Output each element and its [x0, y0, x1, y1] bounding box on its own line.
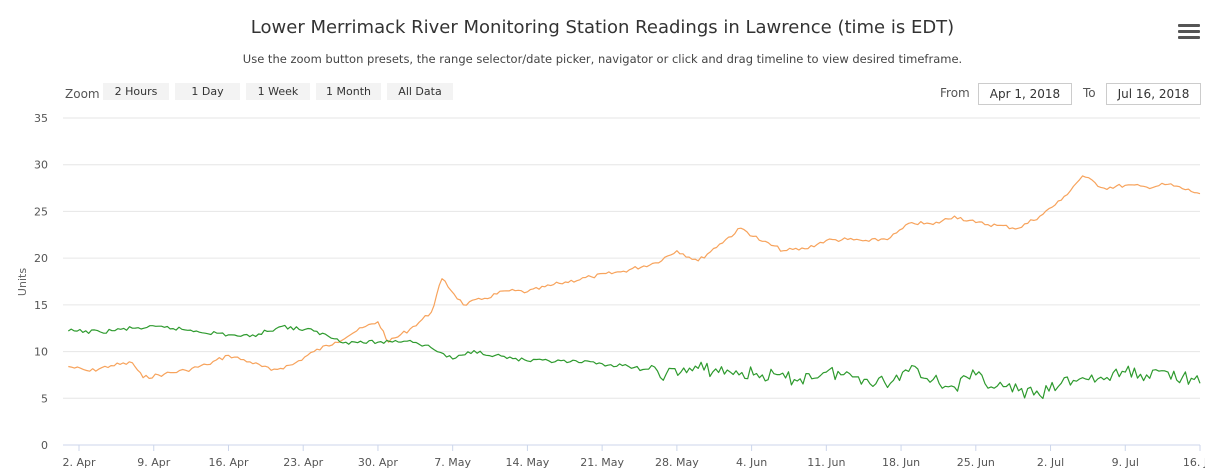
zoom-2-hours-button[interactable]: 2 Hours	[103, 83, 169, 100]
chart-subtitle: Use the zoom button presets, the range s…	[242, 52, 963, 66]
x-tick-label: 9. Apr	[137, 456, 170, 469]
y-tick-label: 5	[41, 392, 48, 405]
series-line-2	[67, 324, 1201, 400]
y-tick-label: 0	[41, 439, 48, 452]
y-tick-label: 10	[34, 346, 48, 359]
y-tick-label: 15	[34, 299, 48, 312]
x-tick-label: 30. Apr	[358, 456, 398, 469]
x-tick-label: 25. Jun	[957, 456, 995, 469]
chart-title: Lower Merrimack River Monitoring Station…	[250, 17, 955, 38]
x-tick-label: 2. Jul	[1037, 456, 1064, 469]
x-tick-label: 9. Jul	[1112, 456, 1139, 469]
zoom-all-data-button[interactable]: All Data	[387, 83, 453, 100]
from-date-input[interactable]: Apr 1, 2018	[978, 83, 1072, 105]
y-tick-label: 35	[34, 112, 48, 125]
x-tick-label: 7. May	[434, 456, 471, 469]
y-tick-label: 25	[34, 205, 48, 218]
x-tick-label: 16. Jul	[1183, 456, 1205, 469]
x-tick-label: 11. Jun	[807, 456, 845, 469]
y-tick-labels: 0 5 10 15 20 25 30 35	[34, 112, 48, 452]
zoom-label: Zoom	[65, 87, 100, 101]
x-tick-label: 2. Apr	[62, 456, 95, 469]
zoom-1-week-button[interactable]: 1 Week	[246, 83, 310, 100]
x-tick-label: 14. May	[506, 456, 550, 469]
x-tick-label: 4. Jun	[736, 456, 767, 469]
series-line-1	[68, 175, 1201, 379]
y-tick-label: 20	[34, 252, 48, 265]
y-axis-label: Units	[16, 268, 29, 296]
series-lines	[67, 175, 1201, 400]
x-tick-label: 21. May	[580, 456, 624, 469]
zoom-1-day-button[interactable]: 1 Day	[175, 83, 240, 100]
hamburger-menu-icon[interactable]	[1178, 24, 1200, 42]
x-tick-label: 16. Apr	[208, 456, 248, 469]
to-date-input[interactable]: Jul 16, 2018	[1106, 83, 1201, 105]
x-tick-label: 28. May	[655, 456, 699, 469]
x-tick-label: 18. Jun	[882, 456, 920, 469]
x-tick-label: 23. Apr	[283, 456, 323, 469]
y-grid	[63, 117, 1200, 446]
y-tick-label: 30	[34, 159, 48, 172]
zoom-1-month-button[interactable]: 1 Month	[316, 83, 381, 100]
to-label: To	[1083, 86, 1096, 100]
x-axis: 2. Apr 9. Apr 16. Apr 23. Apr 30. Apr 7. May 1…	[62, 444, 1205, 469]
from-label: From	[940, 86, 970, 100]
